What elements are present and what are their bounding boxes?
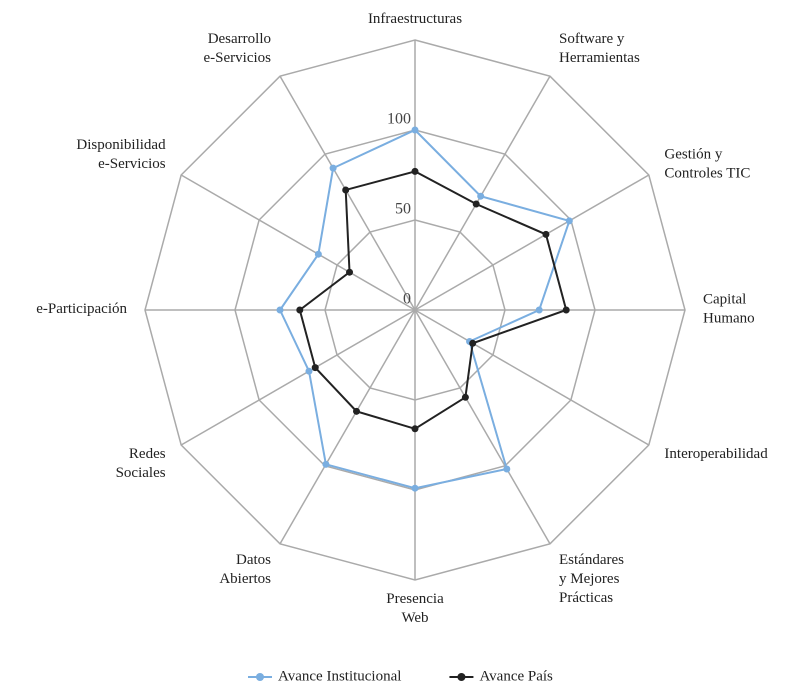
axis-label: Datos Abiertos [219, 553, 271, 588]
axis-label: e-Participación [36, 301, 127, 317]
point [342, 186, 350, 194]
point [411, 167, 419, 175]
axis-label: Software y Herramientas [559, 31, 640, 66]
series [276, 126, 573, 492]
spoke [414, 75, 551, 311]
axis-label: Infraestructuras [368, 11, 462, 27]
axis-label: Gestión y Controles TIC [664, 147, 750, 182]
point [411, 484, 419, 492]
axis-label: Capital Humano [703, 292, 755, 327]
point [477, 192, 485, 200]
point [276, 306, 284, 314]
point [353, 407, 360, 415]
point [411, 126, 419, 134]
spoke [279, 75, 416, 311]
axis-label: Presencia Web [386, 591, 444, 626]
point [565, 217, 573, 225]
legend-label: Avance País [479, 668, 553, 684]
point [472, 200, 480, 208]
point [503, 465, 511, 473]
spoke [414, 309, 650, 446]
point [461, 393, 469, 401]
spoke [180, 309, 416, 446]
point [562, 306, 570, 314]
r-tick-label: 50 [395, 201, 411, 218]
series [296, 167, 570, 433]
spoke [180, 174, 416, 311]
point [314, 250, 322, 258]
point [542, 230, 550, 238]
point [296, 306, 304, 314]
legend-marker [256, 673, 264, 681]
point [305, 367, 313, 375]
series-line [278, 128, 571, 490]
r-tick-label: 100 [387, 111, 411, 128]
spoke [414, 309, 551, 545]
axis-label: Redes Sociales [116, 446, 166, 481]
legend-label: Avance Institucional [278, 668, 401, 684]
point [322, 460, 330, 468]
axis-label: Desarrollo e-Servicios [204, 31, 272, 66]
point [311, 364, 319, 372]
spoke [279, 309, 416, 545]
r-tick-label: 0 [403, 291, 411, 308]
spoke [414, 174, 650, 311]
axis-label: Disponibilidad e-Servicios [76, 137, 166, 172]
legend-marker [457, 673, 466, 681]
point [411, 425, 419, 433]
axis-label: Interoperabilidad [664, 446, 768, 462]
point [346, 268, 354, 276]
point [535, 306, 543, 314]
axis-label: Estándares y Mejores Prácticas [559, 553, 624, 607]
point [329, 164, 337, 172]
point [469, 339, 477, 347]
